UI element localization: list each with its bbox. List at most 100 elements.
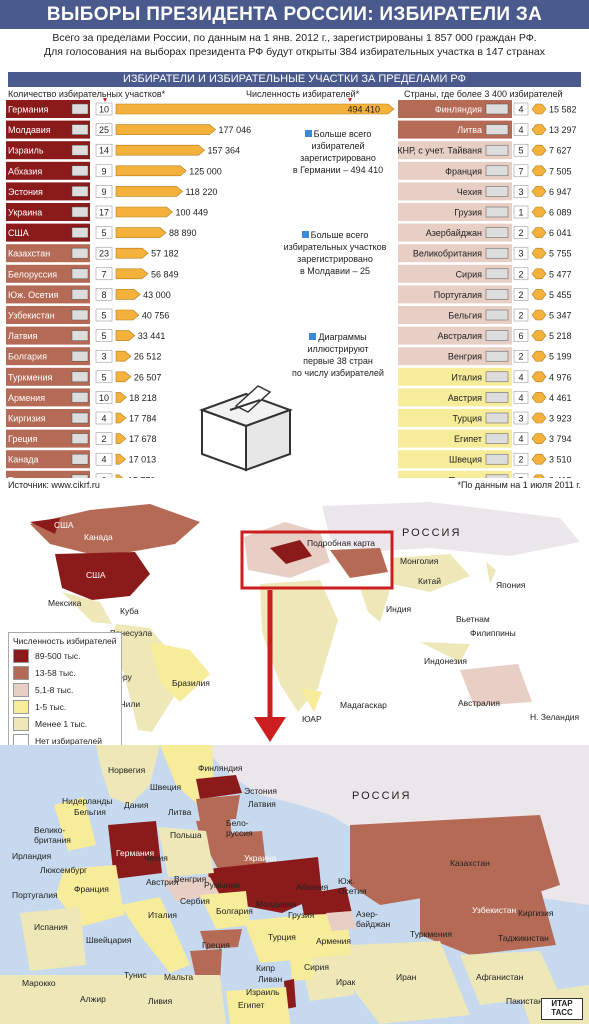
map-label: Бельгия	[74, 807, 106, 817]
map-label: Подробная карта	[307, 538, 376, 548]
voter-value-label: 3 510	[549, 455, 572, 465]
map-label: Марокко	[22, 978, 56, 988]
map-label: Дания	[124, 800, 149, 810]
map-label: Канада	[84, 532, 113, 542]
station-box	[95, 349, 113, 363]
map-label: США	[54, 520, 74, 530]
sar-shape	[300, 688, 322, 712]
flag-icon	[485, 309, 509, 321]
country-label: Израиль	[8, 146, 44, 156]
map-label: Сирия	[304, 962, 329, 972]
section-band: ИЗБИРАТЕЛИ И ИЗБИРАТЕЛЬНЫЕ УЧАСТКИ ЗА ПР…	[8, 72, 581, 87]
map-label: Абхазия	[296, 882, 329, 892]
country-label: Юж. Осетия	[8, 290, 58, 300]
note-line: избирателей	[311, 141, 365, 151]
value-marker-icon	[531, 124, 547, 135]
legend-swatch	[13, 700, 29, 714]
map-label: Латвия	[248, 799, 276, 809]
country-label: Великобритания	[413, 249, 482, 259]
map-label: Чехия	[144, 853, 168, 863]
station-count: 7	[101, 269, 106, 279]
flag-icon	[71, 186, 89, 197]
map-label: РОССИЯ	[352, 790, 412, 802]
map-label: Люксембург	[40, 865, 88, 875]
romania-shape	[200, 891, 250, 929]
country-label-bg	[398, 161, 512, 180]
station-box	[513, 432, 529, 445]
value-marker-icon	[531, 330, 547, 341]
station-box	[95, 246, 113, 260]
station-box	[513, 349, 529, 363]
country-label: Египет	[454, 434, 482, 444]
voter-bar	[115, 165, 187, 177]
station-box	[95, 329, 113, 342]
station-box	[513, 370, 529, 384]
map-label: Индия	[386, 604, 412, 614]
map-label: Таджикистан	[498, 933, 549, 943]
voter-bar	[115, 453, 127, 465]
country-label: Латвия	[8, 331, 38, 341]
iraq-shape	[300, 955, 354, 1001]
voter-bar	[115, 289, 141, 300]
legend-label: Нет избирателей	[35, 736, 102, 746]
voter-value-label: 13 297	[549, 125, 577, 135]
flag-icon	[71, 247, 89, 259]
country-label-bg	[398, 141, 512, 160]
flag-icon	[71, 289, 89, 300]
station-count: 3	[518, 249, 523, 259]
world-map	[0, 492, 589, 742]
station-box	[513, 102, 529, 116]
alaska-shape	[30, 518, 60, 534]
station-box	[513, 226, 529, 239]
station-box	[513, 411, 529, 425]
voter-value-label: 125 000	[189, 166, 222, 176]
brazil-shape	[150, 642, 210, 702]
map-label: Ирландия	[12, 851, 52, 861]
map-label: Израиль	[246, 987, 280, 997]
flag-icon	[71, 165, 89, 177]
flag-icon	[71, 350, 89, 362]
italy-shape	[120, 897, 190, 973]
map-label: Мексика	[48, 598, 82, 608]
voter-value-label: 494 410	[347, 105, 380, 115]
detail-map	[0, 745, 589, 1024]
voter-bar	[115, 268, 149, 280]
station-count: 2	[518, 290, 523, 300]
voter-value-label: 43 000	[143, 290, 171, 300]
country-label: Таджикистан	[8, 475, 62, 478]
map-label: Франция	[74, 884, 109, 894]
legend-swatch	[13, 683, 29, 697]
flag-icon	[71, 330, 89, 341]
legend-item: 5,1-8 тыс.	[13, 683, 117, 697]
voter-value-label: 5 455	[549, 290, 572, 300]
intro-line-1: Всего за пределами России, по данным на …	[52, 32, 537, 44]
station-box	[95, 205, 113, 219]
country-label-bg	[6, 141, 90, 160]
source-text: Источник: www.cikrf.ru	[8, 480, 100, 490]
iberia-shape	[20, 907, 86, 971]
latvia-shape	[196, 795, 240, 821]
value-marker-icon	[531, 227, 547, 238]
country-label: Бельгия	[448, 311, 482, 321]
country-label-bg	[6, 161, 90, 180]
turkey-shape	[244, 911, 352, 963]
voter-value-label: 157 364	[207, 146, 240, 156]
station-count: 4	[518, 105, 523, 115]
station-count: 4	[518, 372, 523, 382]
station-count: 8	[101, 290, 106, 300]
voter-bar	[115, 309, 140, 321]
iran-shape	[350, 941, 470, 1024]
country-label: Турция	[453, 414, 483, 424]
country-label-bg	[6, 326, 90, 345]
value-marker-icon	[531, 206, 547, 218]
legend-swatch	[13, 666, 29, 680]
flag-icon	[71, 309, 89, 321]
map-label: Казахстан	[450, 858, 490, 868]
country-label-bg	[398, 203, 512, 221]
country-label: Финляндия	[435, 105, 482, 115]
detail-frame	[240, 530, 394, 590]
flag-icon	[485, 371, 509, 383]
voter-value-label: 15 770	[128, 475, 156, 478]
note-germany: Больше всего избирателей зарегистрирован…	[282, 128, 394, 176]
